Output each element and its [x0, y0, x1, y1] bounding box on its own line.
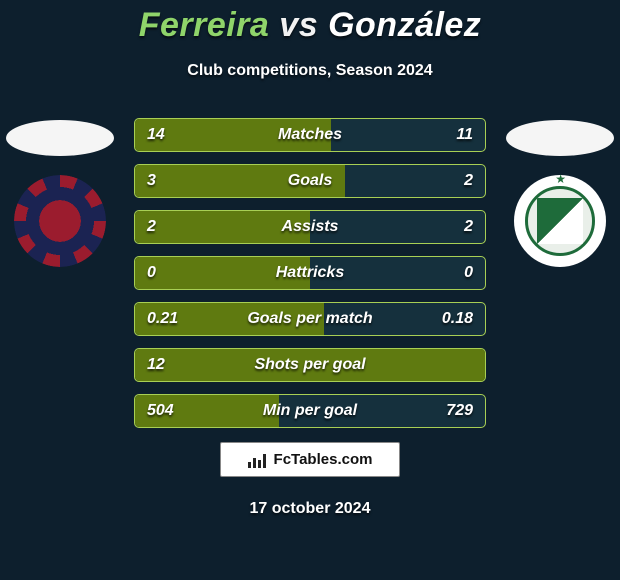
stat-value-right: 2: [464, 211, 473, 243]
stat-value-right: 0: [464, 257, 473, 289]
player2-photo-placeholder: [506, 120, 614, 156]
card-title: Ferreira vs González: [0, 6, 620, 45]
stat-value-right: 729: [446, 395, 473, 427]
stats-rows: 14Matches113Goals22Assists20Hattricks00.…: [134, 118, 486, 440]
vs-text: vs: [279, 6, 318, 44]
stat-label: Min per goal: [135, 395, 485, 427]
stat-row: 2Assists2: [134, 210, 486, 244]
stat-label: Goals: [135, 165, 485, 197]
stat-label: Shots per goal: [135, 349, 485, 381]
player2-club-crest: [514, 175, 606, 267]
player1-club-crest: [14, 175, 106, 267]
stat-row: 0Hattricks0: [134, 256, 486, 290]
player2-name: González: [328, 6, 481, 44]
stat-row: 12Shots per goal: [134, 348, 486, 382]
fctables-logo[interactable]: FcTables.com: [220, 442, 400, 477]
stat-label: Assists: [135, 211, 485, 243]
card-date: 17 october 2024: [0, 500, 620, 518]
player1-name: Ferreira: [139, 6, 270, 44]
stat-value-right: 0.18: [442, 303, 473, 335]
player1-photo-placeholder: [6, 120, 114, 156]
stat-label: Goals per match: [135, 303, 485, 335]
comparison-card: Ferreira vs González Club competitions, …: [0, 0, 620, 580]
stat-value-right: 2: [464, 165, 473, 197]
stat-label: Hattricks: [135, 257, 485, 289]
stat-row: 0.21Goals per match0.18: [134, 302, 486, 336]
card-subtitle: Club competitions, Season 2024: [0, 62, 620, 80]
crest-inner: [525, 186, 595, 256]
logo-bars-icon: [248, 452, 268, 468]
logo-text: FcTables.com: [274, 451, 373, 468]
stat-row: 504Min per goal729: [134, 394, 486, 428]
stat-row: 14Matches11: [134, 118, 486, 152]
stat-row: 3Goals2: [134, 164, 486, 198]
stat-label: Matches: [135, 119, 485, 151]
crest-star-icon: ★: [555, 172, 566, 186]
stat-value-right: 11: [456, 119, 473, 151]
